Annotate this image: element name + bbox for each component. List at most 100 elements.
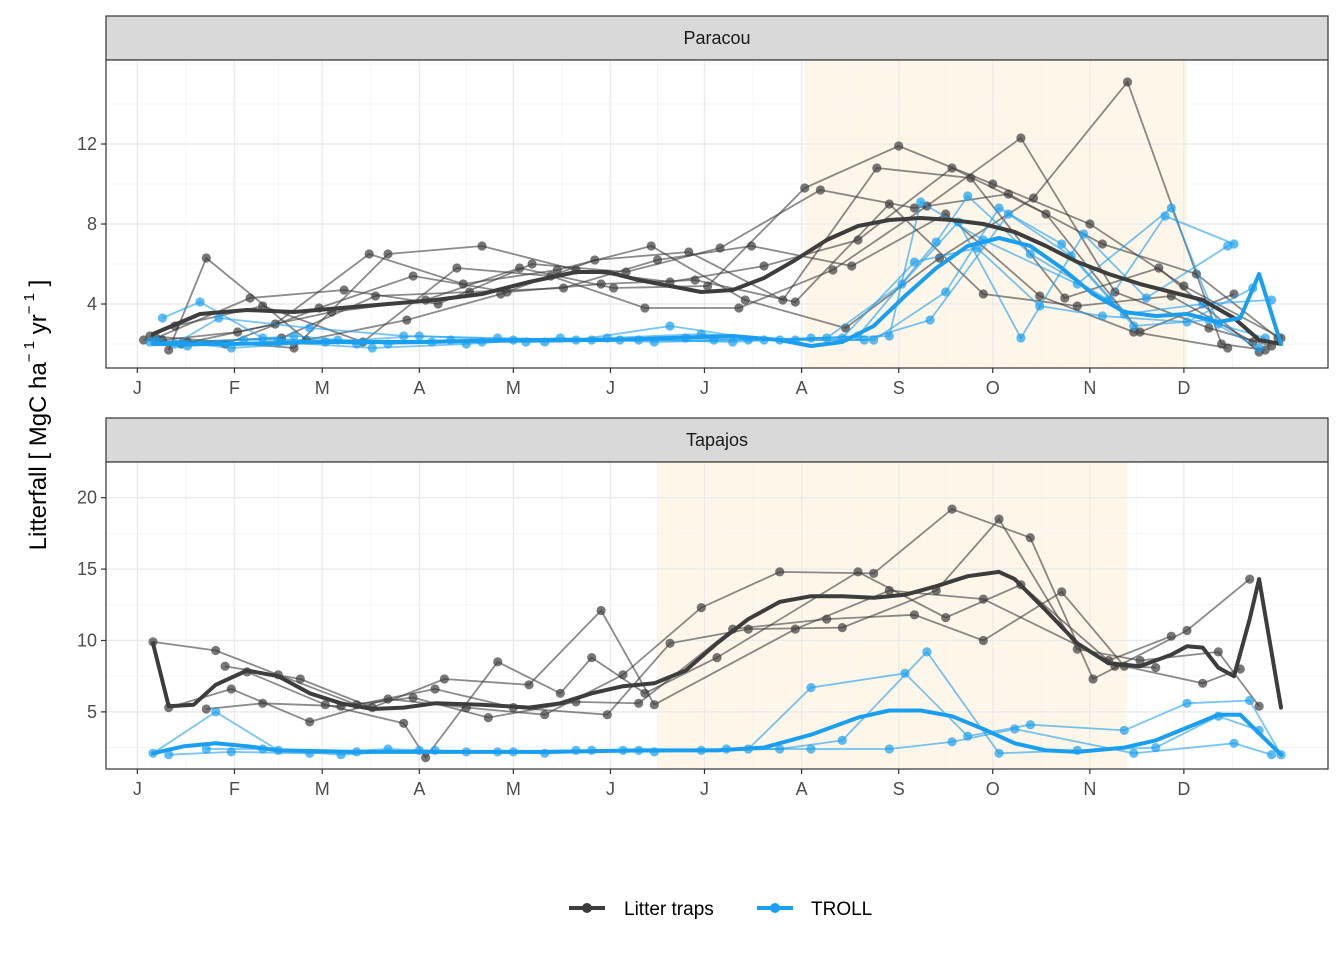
- litter-traps-point: [649, 700, 659, 710]
- troll-point: [1151, 743, 1161, 753]
- troll-point: [1025, 249, 1035, 259]
- y-tick-label: 4: [87, 294, 97, 314]
- litter-traps-point: [430, 684, 440, 694]
- litter-traps-point: [477, 241, 487, 251]
- litter-traps-point: [408, 271, 418, 281]
- strip-label-paracou: Paracou: [683, 28, 750, 48]
- x-tick-label: M: [506, 378, 521, 398]
- litter-traps-point: [1182, 625, 1192, 636]
- troll-point: [916, 197, 926, 207]
- litter-traps-point: [226, 684, 236, 694]
- x-tick-label: O: [986, 779, 1000, 799]
- series-group: [148, 504, 1286, 763]
- litter-traps-point: [1213, 647, 1223, 657]
- troll-point: [1182, 698, 1192, 708]
- y-tick-label: 5: [87, 702, 97, 722]
- x-tick-label: M: [315, 378, 330, 398]
- litter-traps-point: [1122, 77, 1133, 87]
- legend: Litter traps TROLL: [569, 899, 872, 920]
- litter-traps-point: [1179, 281, 1189, 291]
- litter-traps-point: [483, 713, 493, 723]
- strip-label-tapajos: Tapajos: [686, 430, 748, 450]
- x-tick-label: N: [1083, 378, 1096, 398]
- litter-traps-point: [339, 285, 349, 295]
- troll-point: [414, 331, 424, 341]
- x-tick-label: S: [893, 779, 905, 799]
- litter-traps-smooth-line: [151, 569, 1283, 711]
- troll-point: [900, 668, 910, 678]
- litter-traps-point: [201, 253, 211, 263]
- x-tick-label: J: [700, 378, 709, 398]
- troll-point: [1010, 724, 1020, 734]
- troll-point: [1003, 209, 1014, 219]
- strip-paracou: [105, 15, 1329, 61]
- panel-border: [105, 461, 1329, 770]
- litter-traps-line: [187, 212, 1228, 349]
- litter-traps-point: [665, 638, 675, 648]
- troll-point: [925, 315, 935, 325]
- litter-traps-point: [853, 567, 863, 577]
- troll-point: [289, 331, 299, 341]
- litter-traps-point: [1085, 219, 1095, 229]
- y-tick-label: 8: [87, 214, 97, 234]
- troll-point: [897, 279, 907, 289]
- litter-traps-point: [452, 263, 462, 273]
- litter-traps-point: [652, 255, 663, 265]
- litter-traps-point: [1028, 193, 1039, 203]
- y-axis-label-end: ]: [25, 280, 52, 293]
- troll-point: [164, 750, 174, 760]
- litter-traps-point: [646, 241, 656, 251]
- troll-point: [399, 331, 409, 341]
- grid: [106, 60, 1328, 368]
- troll-point: [994, 203, 1004, 213]
- litter-traps-line: [152, 517, 1260, 716]
- litter-traps-point: [289, 343, 299, 353]
- troll-smooth-line: [151, 708, 1283, 757]
- litter-traps-point: [994, 514, 1004, 524]
- legend-label-troll: TROLL: [811, 899, 872, 920]
- litter-traps-point: [947, 163, 957, 173]
- y-axis-label-exp1: − 1: [21, 341, 38, 362]
- litter-traps-point: [1072, 301, 1082, 311]
- series-group: [139, 77, 1286, 357]
- litter-traps-point: [211, 645, 221, 656]
- litter-traps-point: [295, 674, 305, 684]
- litter-traps-point: [1223, 343, 1233, 353]
- troll-point: [1166, 203, 1176, 213]
- litter-traps-point: [1135, 655, 1145, 666]
- legend-label-litter-traps: Litter traps: [624, 899, 714, 920]
- x-tick-label: F: [229, 779, 240, 799]
- litter-traps-point: [884, 199, 894, 209]
- troll-point: [822, 333, 832, 343]
- troll-point: [909, 257, 920, 267]
- litter-traps-point: [1025, 533, 1035, 543]
- litter-traps-point: [978, 289, 988, 299]
- troll-point: [1254, 343, 1264, 353]
- litter-traps-point: [815, 185, 826, 195]
- litter-traps-point: [1041, 209, 1051, 219]
- litter-traps-point: [1204, 323, 1214, 333]
- litter-traps-point: [408, 693, 418, 703]
- litter-traps-point: [320, 700, 330, 710]
- y-tick-label: 20: [77, 488, 97, 508]
- litter-traps-point: [800, 183, 810, 193]
- troll-point: [806, 744, 816, 754]
- litter-traps-point: [1035, 291, 1045, 301]
- litter-traps-line: [149, 166, 1235, 349]
- x-tick-label: N: [1083, 779, 1096, 799]
- litter-traps-point: [370, 291, 381, 301]
- litter-traps-point: [439, 674, 449, 684]
- litter-traps-point: [1097, 239, 1107, 249]
- troll-point: [963, 191, 973, 201]
- litter-traps-point: [220, 661, 230, 671]
- litter-traps-point: [364, 249, 374, 259]
- x-tick-label: A: [796, 779, 808, 799]
- troll-point: [305, 323, 315, 333]
- litter-traps-point: [696, 603, 706, 613]
- litter-traps-point: [1088, 674, 1098, 684]
- x-tick-label: J: [133, 779, 142, 799]
- x-tick-label: D: [1177, 378, 1190, 398]
- litter-traps-point: [690, 275, 700, 285]
- troll-point: [947, 737, 957, 747]
